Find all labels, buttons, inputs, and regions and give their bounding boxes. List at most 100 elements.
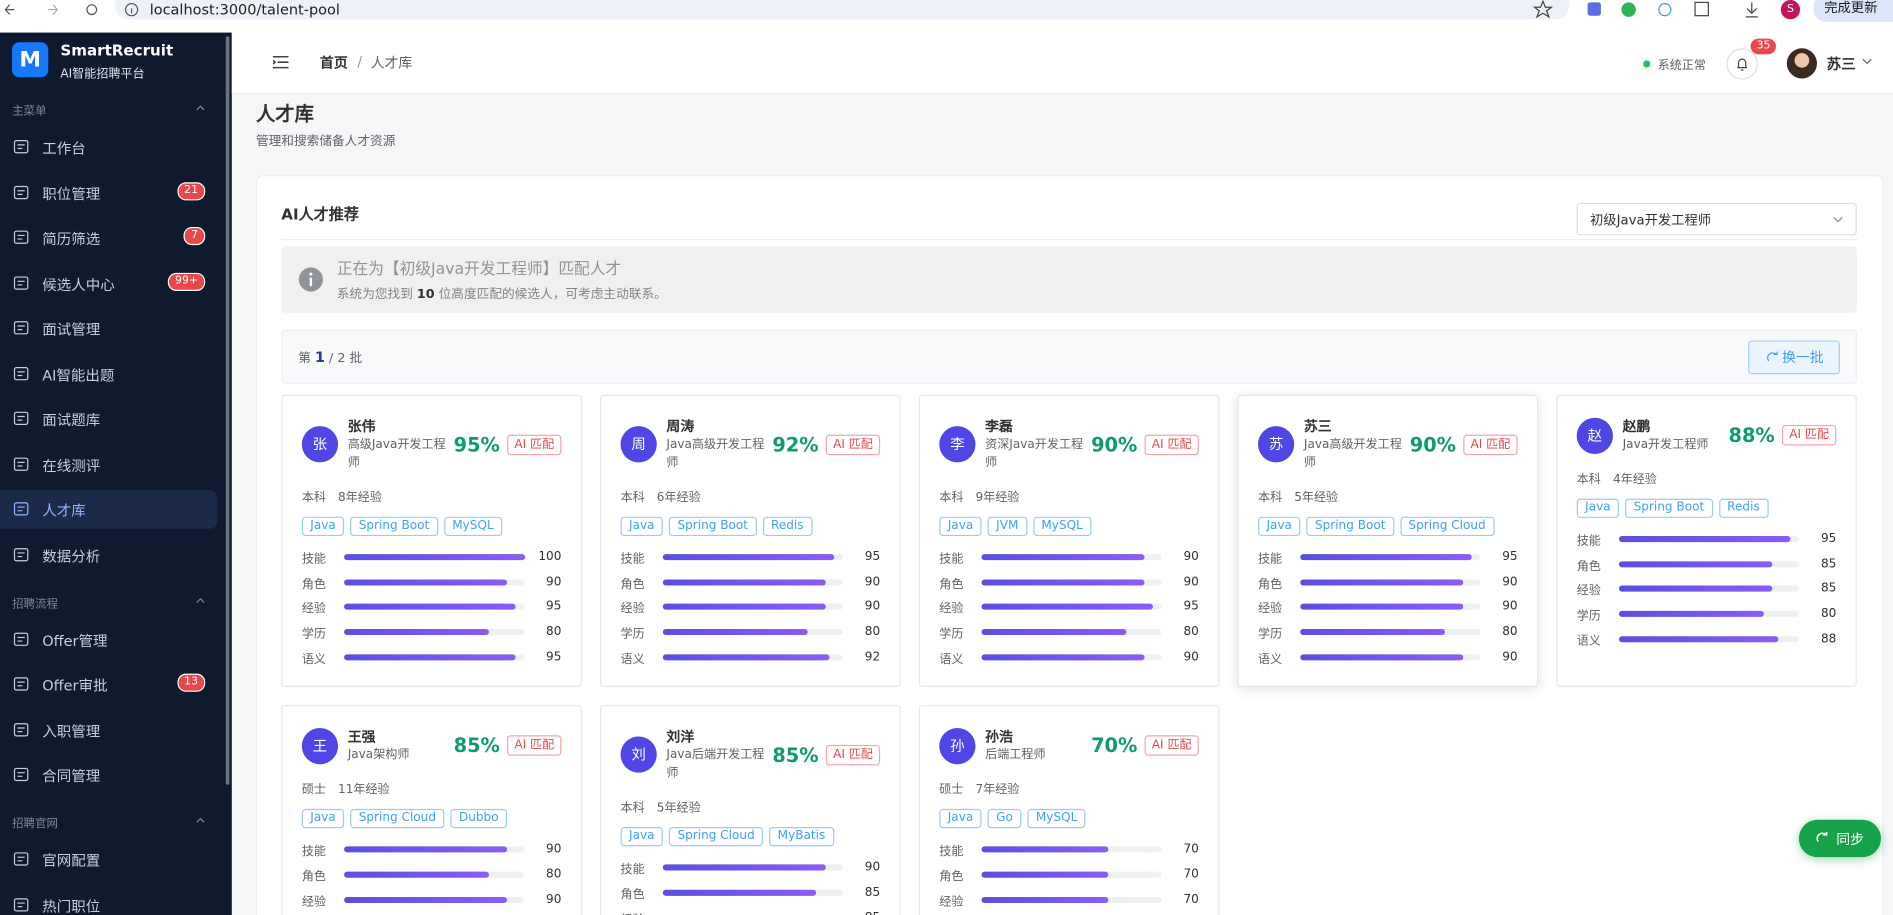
nav-buttons[interactable]	[4, 2, 102, 16]
metric-row: 语义 92	[621, 644, 881, 669]
breadcrumb-home[interactable]: 首页	[319, 54, 348, 72]
metric-value: 100	[538, 550, 562, 564]
metric-track	[662, 553, 843, 560]
metric-bar	[981, 896, 1109, 903]
candidate-card[interactable]: 王王强 Java架构师 85% AI 匹配 硕士 11年经验 Java Spring Clou…	[281, 705, 582, 915]
metric-label: 技能	[1576, 534, 1601, 548]
menu-item[interactable]: 面试管理	[0, 309, 217, 348]
menu-item[interactable]: 在线测评	[0, 445, 217, 484]
metric-value: 70	[1183, 868, 1199, 882]
metric-label: 语义	[301, 652, 326, 666]
metric-value: 90	[1183, 650, 1199, 664]
system-status: 系统正常	[1657, 59, 1706, 73]
notification-button[interactable]	[1726, 48, 1758, 80]
metric-row: 经验 90	[302, 887, 562, 912]
menu-item[interactable]: 候选人中心 99+	[0, 264, 217, 303]
candidate-info: 赵鹏 Java开发工程师	[1623, 417, 1722, 454]
metric-bar	[343, 603, 516, 610]
section-chevron[interactable]	[196, 816, 206, 823]
metric-label: 学历	[1576, 609, 1601, 623]
menu-badge: 21	[176, 181, 206, 200]
menu-item[interactable]: 简历筛选 7	[0, 219, 217, 258]
address-bar[interactable]	[114, 0, 1570, 20]
sync-button[interactable]: 同步	[1798, 819, 1881, 858]
candidate-header: 苏苏三 Java高级开发工程师 90% AI 匹配	[1258, 417, 1518, 473]
metrics: 技能 90 角色 90 经验 95 学历 80 语义 90	[939, 544, 1199, 669]
menu-item[interactable]: 面试题库	[0, 400, 217, 439]
menu-item[interactable]: Offer审批 13	[0, 665, 217, 704]
candidate-card[interactable]: 苏苏三 Java高级开发工程师 90% AI 匹配 本科 5年经验 Java Spring B…	[1237, 394, 1539, 688]
metric-track	[343, 628, 525, 635]
info-alert: 正在为【初级Java开发工程师】匹配人才 系统为您找到 10 位高度匹配的候选人…	[281, 246, 1857, 313]
metric-value: 80	[1183, 625, 1199, 639]
metric-value: 85	[1820, 557, 1837, 571]
menu-item[interactable]: AI智能出题	[0, 354, 217, 393]
candidate-info: 苏三 Java高级开发工程师	[1304, 417, 1403, 473]
profile-avatar[interactable]: S	[1780, 0, 1801, 20]
metric-label: 技能	[1258, 552, 1283, 567]
metric-label: 经验	[620, 602, 645, 616]
experience: 9年经验	[975, 491, 1020, 505]
skill-tag: Java	[1258, 516, 1301, 537]
metric-label: 角色	[939, 577, 964, 592]
position-select[interactable]: 初级Java开发工程师	[1576, 202, 1857, 236]
batch-prefix: 第	[298, 351, 311, 366]
menu-item[interactable]: 入职管理	[0, 710, 217, 749]
metric-bar	[662, 603, 826, 610]
metric-bar	[981, 553, 1145, 560]
user-menu-chevron[interactable]	[1862, 58, 1873, 65]
metric-row: 技能 90	[302, 837, 562, 862]
candidate-card[interactable]: 刘刘洋 Java后端开发工程师 85% AI 匹配 本科 5年经验 Java Spring C…	[600, 705, 901, 915]
menu-item[interactable]: 工作台	[0, 128, 217, 167]
candidate-card[interactable]: 李李磊 资深Java开发工程师 90% AI 匹配 本科 9年经验 Java JVM MySQL…	[918, 394, 1220, 688]
page-title: 人才库	[255, 102, 314, 126]
top-header: 首页 / 人才库 系统正常 35 苏三	[231, 32, 1893, 95]
menu-item[interactable]: 合同管理	[0, 756, 217, 795]
menu-toggle[interactable]	[272, 55, 289, 69]
skill-tag: Spring Boot	[668, 516, 757, 537]
candidate-header: 周周涛 Java高级开发工程师 92% AI 匹配	[620, 417, 881, 473]
skill-tags: Java Spring Boot Spring Cloud	[1258, 516, 1518, 537]
skill-tag: JVM	[987, 516, 1027, 537]
metric-row: 语义 90	[939, 644, 1199, 669]
metric-label: 学历	[1258, 627, 1283, 641]
site-info[interactable]	[124, 2, 139, 17]
metric-value: 80	[546, 625, 562, 639]
user-avatar[interactable]	[1786, 48, 1817, 79]
metric-track	[343, 553, 525, 560]
user-name[interactable]: 苏三	[1826, 55, 1856, 73]
menu-item[interactable]: 热门职位	[0, 886, 217, 915]
info-icon	[298, 267, 323, 292]
breadcrumb-current: 人才库	[370, 54, 413, 72]
candidate-card[interactable]: 周周涛 Java高级开发工程师 92% AI 匹配 本科 6年经验 Java Spring B…	[600, 394, 901, 688]
menu-item[interactable]: 职位管理 21	[0, 173, 217, 212]
refresh-button[interactable]: 换一批	[1748, 340, 1840, 375]
candidate-card[interactable]: 张张伟 高级Java开发工程师 95% AI 匹配 本科 8年经验 Java Spring B…	[281, 394, 582, 688]
section-chevron[interactable]	[196, 104, 206, 111]
metric-track	[662, 603, 843, 610]
metric-label: 经验	[1576, 584, 1601, 598]
metric-value: 80	[1820, 607, 1837, 621]
skill-tag: Java	[1576, 498, 1620, 518]
candidate-card[interactable]: 孙孙浩 后端工程师 70% AI 匹配 硕士 7年经验 Java Go MySQL 技能 70 角色 7…	[918, 705, 1220, 915]
menu-item[interactable]: 官网配置	[0, 840, 217, 879]
extension-icons[interactable]	[1533, 0, 1787, 19]
menu-item[interactable]: 数据分析	[0, 535, 217, 574]
metrics: 技能 90 角色 85 经验 85	[621, 855, 880, 915]
experience: 7年经验	[975, 784, 1020, 798]
candidate-name: 张伟	[347, 417, 376, 435]
metric-row: 技能 90	[939, 544, 1199, 569]
skill-tags: Java Spring Cloud Dubbo	[301, 809, 562, 829]
metrics: 技能 70 角色 70 经验 70	[939, 837, 1199, 912]
menu-icon	[13, 897, 29, 911]
update-button[interactable]: 完成更新	[1813, 0, 1893, 22]
menu-icon	[13, 767, 29, 782]
metric-value: 95	[864, 550, 881, 564]
section-chevron[interactable]	[196, 596, 206, 603]
menu-item[interactable]: 人才库	[0, 490, 218, 529]
candidate-card[interactable]: 赵赵鹏 Java开发工程师 88% AI 匹配 本科 4年经验 Java Spring Boo…	[1556, 394, 1857, 688]
card-title: AI人才推荐	[281, 205, 359, 224]
scrollbar[interactable]	[225, 36, 230, 785]
menu-label: Offer管理	[42, 632, 108, 649]
menu-item[interactable]: Offer管理	[0, 620, 217, 659]
